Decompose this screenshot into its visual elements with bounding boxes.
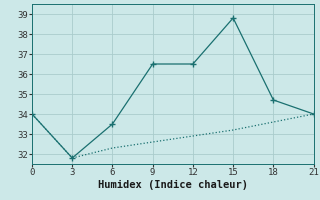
X-axis label: Humidex (Indice chaleur): Humidex (Indice chaleur) xyxy=(98,180,248,190)
